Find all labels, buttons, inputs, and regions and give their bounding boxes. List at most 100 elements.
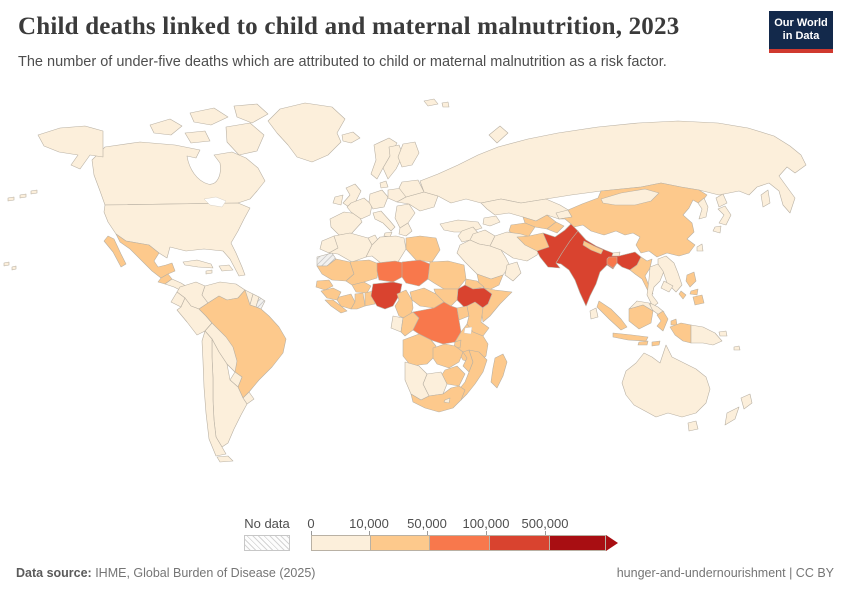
country-nigeria[interactable]: Nigeria <box>370 281 403 310</box>
country-svalbard[interactable]: Svalbard <box>441 101 450 108</box>
indonesia-lesser-sunda[interactable]: Indonesia (Lesser Sunda) <box>651 340 661 347</box>
country-cambodia[interactable]: Cambodia <box>660 280 674 293</box>
country-japan[interactable]: Japan (Hokkaido) <box>715 193 728 208</box>
country-svalbard[interactable]: Svalbard <box>423 98 439 107</box>
country-cuba[interactable]: Cuba <box>182 259 214 269</box>
country-hispaniola[interactable]: Hispaniola <box>218 264 234 272</box>
country-taiwan[interactable]: Taiwan <box>696 243 704 252</box>
new-zealand-north[interactable]: New Zealand (North) <box>740 393 753 410</box>
country-chad[interactable]: Chad <box>401 259 431 287</box>
country-canada[interactable]: Canada <box>91 141 266 206</box>
new-britain-island[interactable]: New Britain <box>718 330 728 337</box>
country-oman[interactable]: Oman <box>504 261 522 282</box>
country-alaska[interactable]: United States (Alaska) <box>37 125 104 170</box>
country-jamaica[interactable]: Jamaica <box>205 269 213 275</box>
country-algeria[interactable]: Algeria <box>328 232 373 263</box>
country-south-africa[interactable]: South Africa <box>410 385 466 413</box>
legend-swatch-bin2[interactable] <box>370 535 429 551</box>
novaya-zemlya[interactable]: Novaya Zemlya <box>488 125 509 144</box>
country-india[interactable]: India <box>555 230 642 307</box>
country-canada-arctic[interactable]: Canada (arctic) <box>149 118 183 136</box>
country-canada-arctic[interactable]: Canada (arctic) <box>189 107 229 126</box>
country-somalia[interactable]: Somalia <box>480 287 513 323</box>
sakhalin-island[interactable]: Sakhalin <box>760 189 771 208</box>
country-mozambique[interactable]: Mozambique <box>456 349 488 401</box>
hawaii[interactable]: Hawaii <box>3 261 10 267</box>
country-mali[interactable]: Mali <box>345 259 380 286</box>
region-sierra-leone-liberia[interactable]: Sierra Leone / Liberia <box>324 299 348 314</box>
country-ghana[interactable]: Ghana <box>350 292 366 310</box>
country-ireland[interactable]: Ireland <box>332 194 344 206</box>
country-denmark[interactable]: Denmark <box>379 180 389 189</box>
country-bangladesh[interactable]: Bangladesh <box>606 256 618 269</box>
country-greece[interactable]: Greece <box>398 222 413 237</box>
country-tajikistan[interactable]: Tajikistan <box>546 221 565 234</box>
legend-swatch-bin5[interactable] <box>549 535 606 551</box>
country-japan[interactable]: Japan (Kyushu) <box>712 225 722 234</box>
region-laos-vietnam[interactable]: Laos / Vietnam <box>657 255 683 293</box>
region-balkans[interactable]: Balkans <box>394 203 416 229</box>
region-belarus-baltics[interactable]: Belarus / Baltics <box>398 179 425 198</box>
philippines-visayas[interactable]: Philippines (Visayas) <box>689 288 699 296</box>
owid-logo[interactable]: Our World in Data <box>769 11 833 53</box>
country-germany[interactable]: Germany / Low Countries <box>368 189 389 210</box>
new-zealand-south[interactable]: New Zealand (South) <box>724 406 740 426</box>
country-chile[interactable]: Chile <box>201 330 227 457</box>
country-china[interactable]: China <box>558 182 708 258</box>
country-korea[interactable]: Korea <box>697 197 709 220</box>
indonesia-lesser-sunda[interactable]: Indonesia (Lesser Sunda) <box>637 340 649 346</box>
legend-swatch-bin3[interactable] <box>429 535 489 551</box>
country-france[interactable]: France <box>346 197 373 220</box>
country-bhutan[interactable]: Bhutan <box>611 251 621 257</box>
country-egypt[interactable]: Egypt <box>405 235 441 263</box>
aleutian-islands[interactable]: Aleutian Islands <box>19 193 27 199</box>
indonesia-papua[interactable]: Indonesia (Papua) <box>669 322 692 344</box>
legend-swatch-bin1[interactable] <box>311 535 370 551</box>
country-libya[interactable]: Libya <box>365 235 407 265</box>
country-lesotho[interactable]: Lesotho <box>443 397 451 404</box>
country-japan[interactable]: Japan (Honshu) <box>717 205 732 226</box>
country-italy[interactable]: Italy <box>372 210 396 232</box>
country-papua-new-guinea[interactable]: Papua New Guinea <box>690 324 723 346</box>
country-mongolia[interactable]: Mongolia <box>600 188 660 206</box>
country-thailand[interactable]: Thailand <box>646 263 665 308</box>
philippines-mindanao[interactable]: Philippines (Mindanao) <box>692 294 705 306</box>
country-eritrea[interactable]: Eritrea <box>464 278 485 290</box>
country-senegal[interactable]: Senegal <box>315 279 334 291</box>
aleutian-islands[interactable]: Aleutian Islands <box>7 196 15 202</box>
country-niger[interactable]: Niger <box>376 260 405 283</box>
country-myanmar[interactable]: Myanmar <box>629 256 654 295</box>
indonesia-sumatra[interactable]: Indonesia (Sumatra) <box>596 300 628 331</box>
legend-no-data[interactable]: No data <box>244 516 290 551</box>
country-nepal[interactable]: Nepal <box>582 240 604 255</box>
country-burkina-faso[interactable]: Burkina Faso <box>351 281 372 294</box>
pacific-islands[interactable]: Pacific Islands <box>733 345 741 351</box>
country-sri-lanka[interactable]: Sri Lanka <box>589 307 599 320</box>
tasmania[interactable]: Tasmania <box>687 420 699 432</box>
country-canada-arctic[interactable]: Canada (arctic) <box>233 103 269 124</box>
indonesia-java[interactable]: Indonesia (Java) <box>612 332 649 342</box>
hawaii[interactable]: Hawaii <box>11 265 17 271</box>
indonesia-moluccas[interactable]: Indonesia (Moluccas) <box>670 318 678 326</box>
country-guinea[interactable]: Guinea <box>320 287 342 301</box>
country-canada-arctic[interactable]: Canada (arctic) <box>184 130 211 144</box>
philippines-palawan[interactable]: Philippines (Palawan) <box>678 290 687 300</box>
country-finland[interactable]: Finland <box>397 141 420 168</box>
country-spain-portugal[interactable]: Spain / Portugal <box>329 211 363 236</box>
country-greenland[interactable]: Greenland <box>267 102 346 163</box>
country-mexico-baja[interactable]: Mexico (Baja) <box>103 235 127 268</box>
indonesia-sulawesi[interactable]: Indonesia (Sulawesi) <box>656 310 669 332</box>
region-caucasus[interactable]: Caucasus <box>482 215 501 227</box>
country-iceland[interactable]: Iceland <box>341 131 361 144</box>
country-canada-baffin[interactable]: Canada (Baffin) <box>225 122 265 156</box>
country-sudan[interactable]: Sudan <box>427 260 467 290</box>
indonesia-kalimantan[interactable]: Indonesia (Kalimantan) <box>628 304 654 330</box>
no-data-hatch-swatch[interactable] <box>244 535 290 551</box>
country-sweden[interactable]: Sweden <box>382 144 404 180</box>
aleutian-islands[interactable]: Aleutian Islands <box>30 189 38 195</box>
philippines-luzon[interactable]: Philippines (Luzon) <box>685 271 697 288</box>
legend-swatch-bin4[interactable] <box>489 535 549 551</box>
country-kazakhstan[interactable]: Kazakhstan <box>480 198 571 222</box>
country-australia[interactable]: Australia <box>621 344 711 418</box>
country-madagascar[interactable]: Madagascar <box>490 353 508 389</box>
